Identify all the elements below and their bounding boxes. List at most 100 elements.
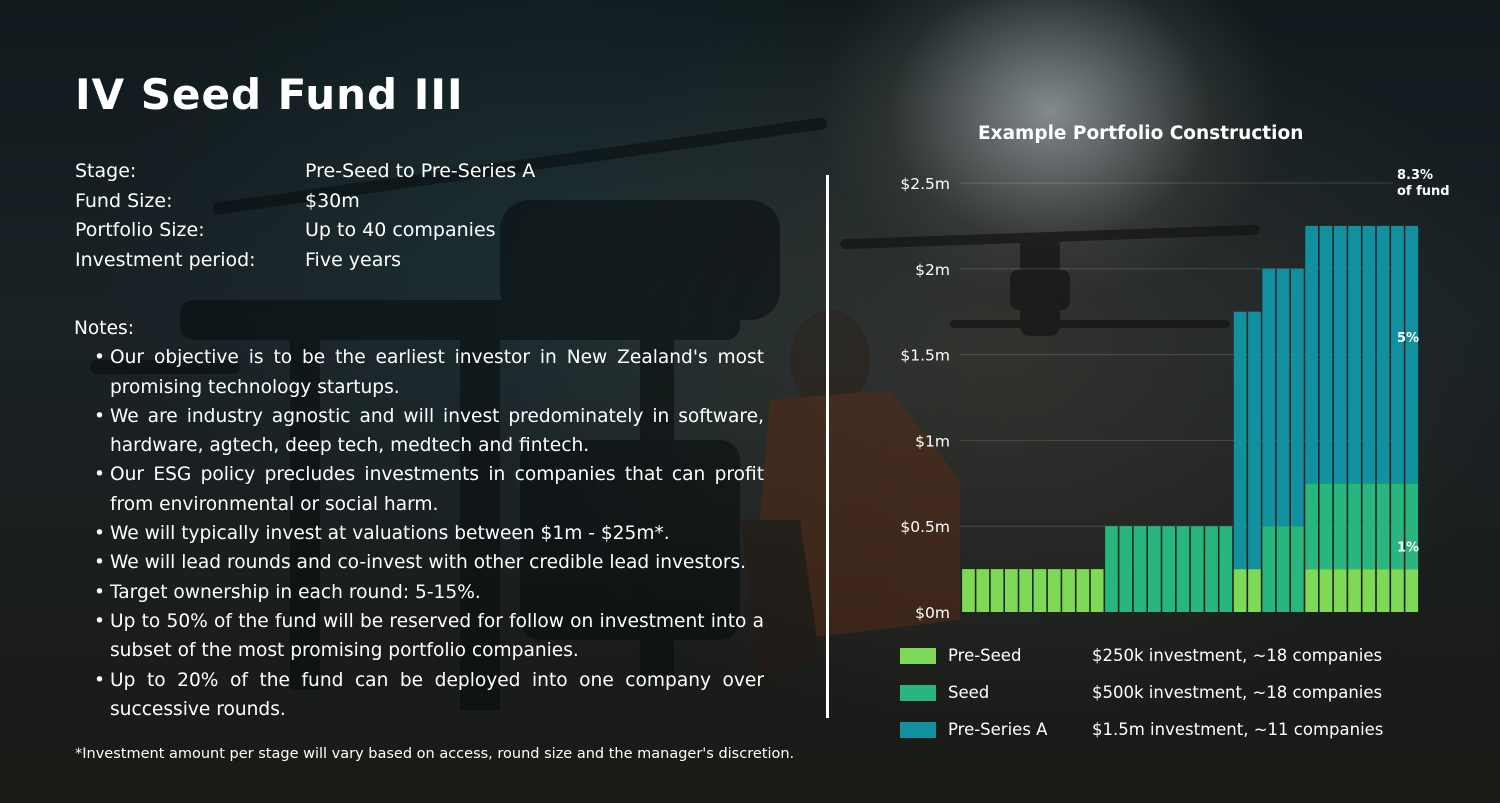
info-row-fund-size: Fund Size: $30m	[75, 187, 535, 217]
info-label: Investment period:	[75, 248, 256, 271]
bar-segment-pre-series-a	[1376, 225, 1390, 484]
note-item: Target ownership in each round: 5-15%.	[74, 578, 764, 608]
bar-segment-pre-seed	[1405, 569, 1419, 612]
bar-segment-pre-series-a	[1348, 225, 1361, 484]
legend-swatch	[900, 722, 936, 738]
info-label: Portfolio Size:	[75, 219, 205, 241]
bar-segment-seed	[1333, 483, 1347, 570]
note-item: We will lead rounds and co-invest with o…	[74, 548, 764, 578]
bar-segment-pre-seed	[990, 569, 1004, 612]
note-item: Up to 20% of the fund can be deployed in…	[74, 666, 764, 725]
legend-label: Pre-Seed	[948, 646, 1022, 665]
bar-segment-seed	[1305, 483, 1318, 570]
bar-segment-seed	[1105, 526, 1118, 612]
legend-swatch	[900, 685, 936, 701]
legend-description: $250k investment, ~18 companies	[1092, 646, 1383, 665]
bar-segment-pre-seed	[1005, 569, 1018, 612]
bar-segment-pre-seed	[1305, 569, 1318, 612]
page-title: IV Seed Fund III	[75, 70, 464, 119]
info-row-stage: Stage: Pre-Seed to Pre-Series A	[75, 157, 535, 187]
bar-segment-pre-series-a	[1319, 225, 1333, 484]
bar-segment-pre-series-a	[1405, 225, 1419, 484]
info-value: Pre-Seed to Pre-Series A	[305, 160, 536, 182]
bar-segment-pre-seed	[1062, 569, 1075, 612]
note-item: Our objective is to be the earliest inve…	[74, 343, 764, 402]
y-tick-label: $0m	[915, 604, 950, 622]
bar-segment-pre-seed	[1090, 569, 1104, 612]
bar-segment-pre-seed	[1333, 569, 1347, 612]
notes-heading: Notes:	[74, 318, 134, 339]
bar-segment-pre-series-a	[1276, 268, 1290, 527]
bar-segment-pre-seed	[1376, 569, 1390, 612]
bar-segment-pre-seed	[1362, 569, 1376, 612]
annotation-label: of fund	[1397, 184, 1450, 199]
bar-segment-seed	[1319, 483, 1333, 570]
bar-segment-seed	[1348, 483, 1361, 570]
bar-segment-pre-series-a	[1391, 225, 1404, 484]
bar-segment-pre-series-a	[1362, 225, 1376, 484]
legend-description: $1.5m investment, ~11 companies	[1092, 720, 1384, 739]
bar-segment-pre-series-a	[1262, 268, 1276, 527]
bar-segment-pre-seed	[1233, 569, 1247, 612]
legend-swatch	[900, 648, 936, 664]
legend-item-seed: Seed $500k investment, ~18 companies	[900, 681, 1400, 705]
bar-segment-pre-series-a	[1248, 311, 1261, 570]
legend-description: $500k investment, ~18 companies	[1092, 683, 1383, 702]
notes-list: Our objective is to be the earliest inve…	[74, 343, 764, 724]
bar-segment-pre-seed	[1348, 569, 1361, 612]
bar-segment-seed	[1190, 526, 1204, 612]
annotation-label: 1%	[1397, 540, 1419, 555]
legend-item-pre-seed: Pre-Seed $250k investment, ~18 companies	[900, 644, 1400, 668]
bar-segment-pre-seed	[1019, 569, 1032, 612]
bar-segment-seed	[1219, 526, 1233, 612]
bar-segment-seed	[1119, 526, 1133, 612]
legend-label: Seed	[948, 683, 990, 702]
bar-segment-pre-seed	[1319, 569, 1333, 612]
bar-segment-pre-seed	[1047, 569, 1061, 612]
bar-segment-seed	[1162, 526, 1175, 612]
info-value: Up to 40 companies	[305, 219, 496, 241]
bar-segment-pre-series-a	[1233, 311, 1247, 570]
bar-segment-seed	[1405, 483, 1419, 570]
bar-segment-pre-series-a	[1305, 225, 1318, 484]
bar-segment-pre-seed	[1391, 569, 1404, 612]
bar-segment-seed	[1262, 526, 1276, 612]
annotation-label: 5%	[1397, 331, 1419, 346]
note-item: We are industry agnostic and will invest…	[74, 402, 764, 461]
info-label: Fund Size:	[75, 189, 173, 212]
chart-title: Example Portfolio Construction	[978, 123, 1304, 144]
y-tick-label: $1m	[915, 432, 950, 450]
note-item: Up to 50% of the fund will be reserved f…	[74, 607, 764, 666]
info-row-portfolio-size: Portfolio Size: Up to 40 companies	[75, 216, 535, 246]
bar-segment-seed	[1376, 483, 1390, 570]
info-value: $30m	[305, 189, 360, 212]
y-tick-label: $1.5m	[900, 347, 950, 365]
note-item: Our ESG policy precludes investments in …	[74, 460, 764, 519]
note-item: We will typically invest at valuations b…	[74, 519, 764, 549]
bar-segment-pre-seed	[976, 569, 990, 612]
y-tick-label: $2m	[915, 261, 950, 279]
bar-segment-seed	[1291, 526, 1304, 612]
bar-segment-seed	[1176, 526, 1190, 612]
bar-segment-pre-series-a	[1291, 268, 1304, 527]
info-value: Five years	[305, 248, 402, 271]
bar-segment-seed	[1133, 526, 1147, 612]
y-tick-label: $2.5m	[900, 175, 950, 193]
notes-section: Notes: Our objective is to be the earlie…	[74, 314, 764, 724]
y-tick-label: $0.5m	[900, 518, 950, 536]
bar-segment-pre-seed	[1033, 569, 1047, 612]
legend-label: Pre-Series A	[948, 720, 1048, 739]
legend-item-pre-series-a: Pre-Series A $1.5m investment, ~11 compa…	[900, 718, 1400, 742]
info-label: Stage:	[75, 160, 137, 182]
bar-segment-seed	[1148, 526, 1161, 612]
bar-segment-pre-seed	[1248, 569, 1261, 612]
footnote: *Investment amount per stage will vary b…	[75, 746, 795, 762]
bar-segment-seed	[1205, 526, 1218, 612]
bar-segment-seed	[1391, 483, 1404, 570]
bar-segment-seed	[1276, 526, 1290, 612]
bar-segment-pre-seed	[1076, 569, 1090, 612]
fund-info: Stage: Pre-Seed to Pre-Series A Fund Siz…	[75, 157, 535, 275]
annotation-label: 8.3%	[1397, 168, 1433, 183]
divider	[826, 175, 829, 718]
